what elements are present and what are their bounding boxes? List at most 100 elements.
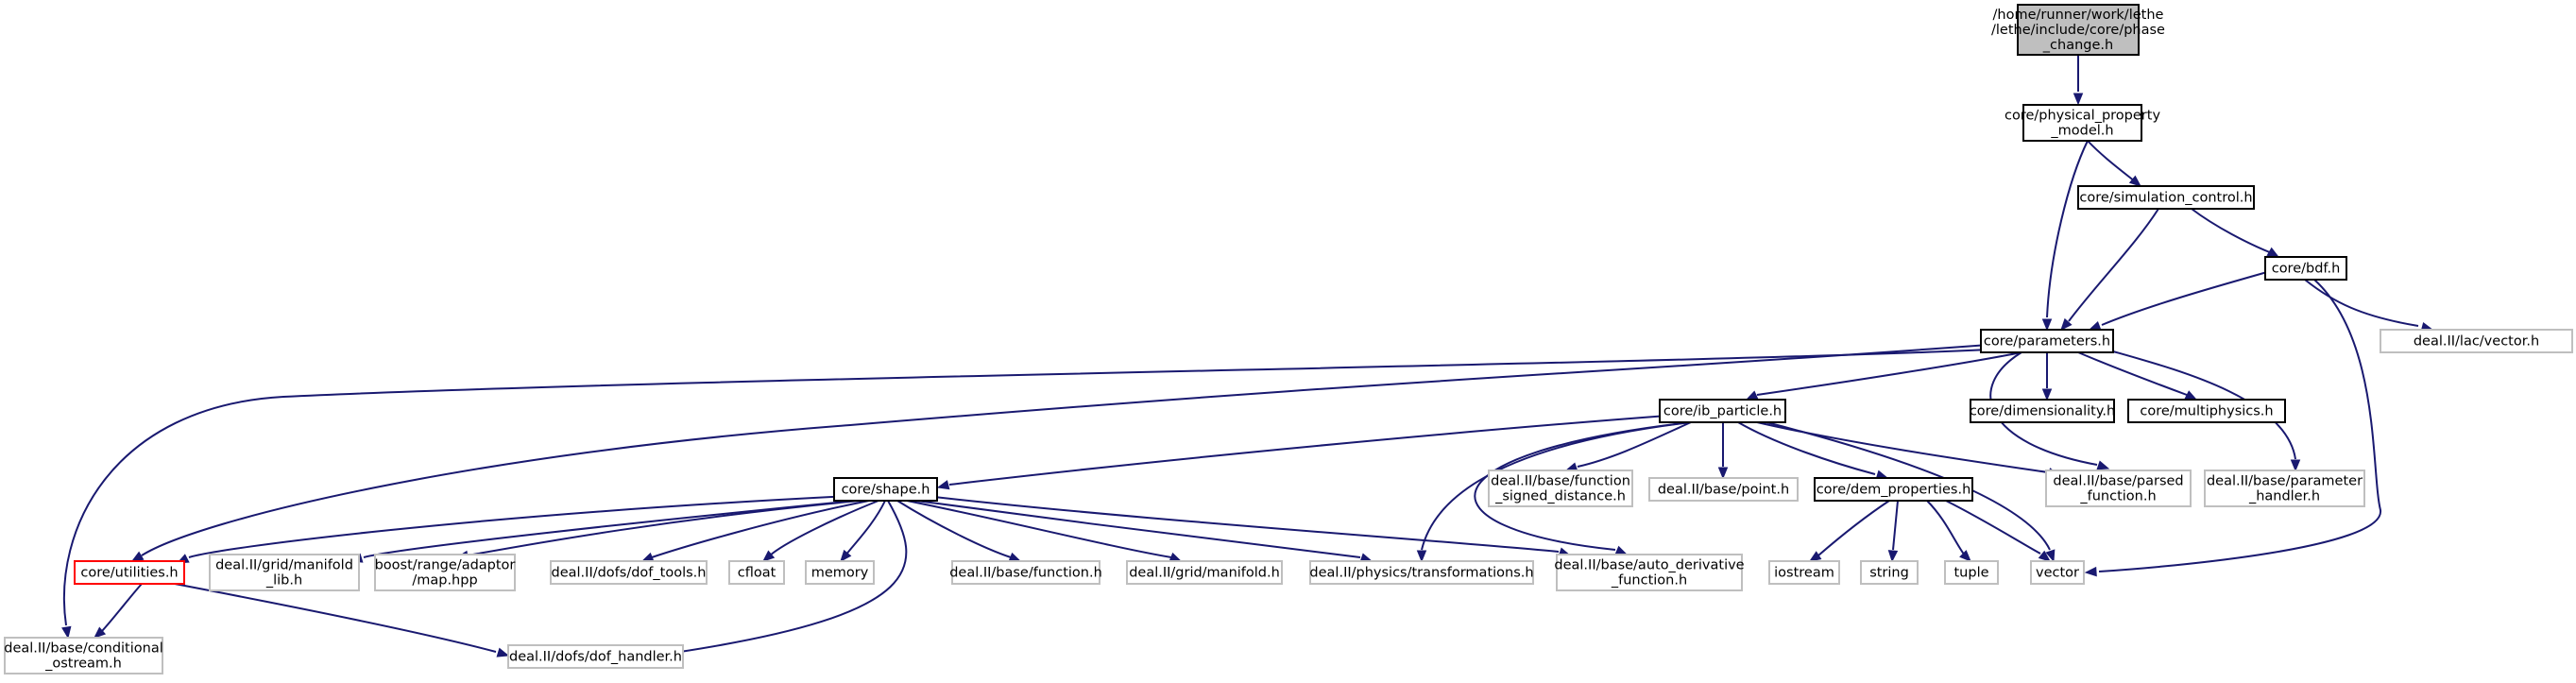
node-label: vector	[2036, 566, 2079, 581]
node-label: _model.h	[2050, 124, 2113, 139]
dependency-edge	[2077, 351, 2198, 401]
node-box	[728, 560, 785, 585]
edge-arrowhead	[2084, 566, 2097, 577]
node-label: deal.II/base/auto_derivative	[1554, 558, 1744, 573]
edge-line	[896, 500, 1012, 558]
edge-arrowhead	[840, 549, 852, 563]
node-dofhandler: deal.II/dofs/dof_handler.h	[507, 644, 684, 669]
edge-arrowhead	[496, 647, 510, 657]
dependency-edge	[2304, 279, 2434, 333]
edge-line	[2068, 208, 2159, 322]
node-box	[2077, 185, 2255, 210]
node-label: cfloat	[738, 566, 776, 581]
node-tuple: tuple	[1944, 560, 1999, 585]
node-box	[805, 560, 875, 585]
dependency-edge	[906, 500, 1183, 562]
node-point: deal.II/base/point.h	[1648, 477, 1799, 502]
edge-line	[1756, 351, 2022, 396]
dependency-edge	[2088, 271, 2268, 331]
node-label: _change.h	[2042, 38, 2113, 53]
node-label: deal.II/base/point.h	[1658, 483, 1789, 498]
node-transforms: deal.II/physics/transformations.h	[1309, 560, 1534, 585]
dependency-edge	[1564, 421, 1692, 472]
dependency-edge	[936, 415, 1668, 490]
node-physprop[interactable]: core/physical_property_model.h	[2005, 104, 2160, 142]
node-simctl[interactable]: core/simulation_control.h	[2077, 185, 2255, 210]
edge-arrowhead	[2073, 93, 2084, 106]
edge-line	[1756, 421, 2049, 473]
edge-arrowhead	[1416, 550, 1427, 563]
node-label: deal.II/grid/manifold	[215, 558, 353, 573]
edge-line	[1474, 421, 1692, 551]
node-params[interactable]: core/parameters.h	[1980, 329, 2114, 353]
edge-line	[1817, 500, 1890, 556]
edge-line	[2087, 140, 2136, 182]
node-box	[1860, 560, 1919, 585]
edge-arrowhead	[61, 625, 72, 640]
edge-line	[2191, 208, 2273, 254]
dependency-edge	[455, 500, 861, 561]
edge-line	[2077, 351, 2188, 396]
node-label: iostream	[1774, 566, 1834, 581]
node-box	[1944, 560, 1999, 585]
node-label: _function.h	[1611, 573, 1687, 589]
edge-arrowhead	[2128, 175, 2142, 187]
node-label: deal.II/lac/vector.h	[2414, 334, 2539, 350]
edge-line	[679, 500, 908, 653]
node-box	[209, 554, 360, 591]
node-box	[4, 637, 163, 674]
node-label: _ostream.h	[44, 657, 122, 672]
dependency-edge	[94, 583, 143, 639]
dependency-edge	[1945, 500, 2052, 562]
nodes-layer: /home/runner/work/lethe/lethe/include/co…	[4, 4, 2573, 674]
node-dimensionality[interactable]: core/dimensionality.h	[1970, 399, 2115, 423]
node-multiphysics[interactable]: core/multiphysics.h	[2127, 399, 2286, 423]
edge-arrowhead	[2045, 549, 2056, 563]
dependency-edge	[2041, 352, 2053, 401]
node-boostmap: boost/range/adaptor/map.hpp	[374, 554, 516, 591]
node-box	[374, 554, 516, 591]
node-label: memory	[811, 566, 869, 581]
dependency-edge	[896, 500, 1022, 562]
node-cfloat: cfloat	[728, 560, 785, 585]
edge-line	[925, 495, 1560, 553]
node-label: core/dimensionality.h	[1970, 404, 2115, 419]
node-demprops[interactable]: core/dem_properties.h	[1814, 477, 1973, 502]
node-label: boost/range/adaptor	[375, 558, 516, 573]
dependency-edge	[1717, 422, 1729, 480]
node-parsedfn: deal.II/base/parsed_function.h	[2045, 470, 2192, 507]
node-ibparticle[interactable]: core/ib_particle.h	[1659, 399, 1786, 423]
edge-line	[2046, 140, 2089, 318]
node-utilities[interactable]: core/utilities.h	[74, 560, 185, 585]
node-box	[74, 560, 185, 585]
edge-line	[1892, 500, 1899, 551]
dependency-edge	[2191, 208, 2280, 258]
dependency-edge	[1756, 421, 2061, 478]
node-shape[interactable]: core/shape.h	[833, 477, 938, 502]
node-box	[2380, 329, 2573, 353]
node-label: core/bdf.h	[2272, 262, 2341, 277]
edge-arrowhead	[2096, 460, 2110, 470]
node-label: _lib.h	[265, 573, 302, 589]
node-box	[1556, 554, 1743, 591]
edge-line	[101, 583, 143, 632]
node-label: _function.h	[2079, 489, 2156, 504]
node-box	[1980, 329, 2114, 353]
node-box	[951, 560, 1100, 585]
node-phase[interactable]: /home/runner/work/lethe/lethe/include/co…	[1991, 4, 2165, 56]
node-box	[1814, 477, 1973, 502]
node-box	[2017, 4, 2140, 56]
edge-arrowhead	[1745, 390, 1759, 401]
edge-arrowhead	[1887, 550, 1899, 563]
node-doftools: deal.II/dofs/dof_tools.h	[550, 560, 708, 585]
node-bdf[interactable]: core/bdf.h	[2264, 256, 2347, 281]
node-paramhandler: deal.II/base/parameter_handler.h	[2204, 470, 2365, 507]
edge-arrowhead	[936, 480, 950, 490]
edge-line	[2101, 271, 2268, 326]
edges-layer	[61, 55, 2434, 657]
edge-line	[915, 500, 1361, 558]
node-label: /lethe/include/core/phase	[1991, 23, 2165, 38]
dependency-edge	[2073, 55, 2084, 106]
dependency-edge	[1926, 500, 1971, 562]
node-label: /map.hpp	[412, 573, 477, 589]
